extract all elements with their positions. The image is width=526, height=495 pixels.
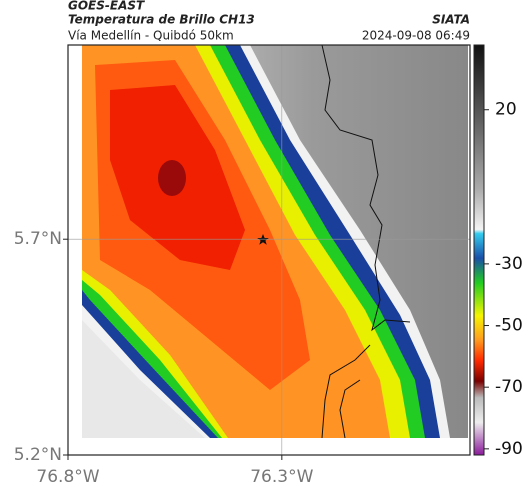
x-tick-label: 76.8°W	[36, 467, 99, 487]
datetime: 2024-09-08 06:49	[362, 29, 470, 43]
map-frame	[67, 44, 471, 456]
border	[339, 379, 361, 438]
colorbar-tick-label: -50	[495, 316, 523, 336]
x-tick-label: 76.3°W	[250, 467, 313, 487]
org: SIATA	[432, 13, 470, 27]
border	[321, 45, 411, 332]
y-tick-label: 5.2°N	[14, 445, 62, 465]
colorbar-tick-label: 20	[495, 100, 517, 120]
subtitle: Vía Medellín - Quibdó 50km	[68, 29, 234, 43]
border	[321, 344, 371, 438]
core	[158, 160, 186, 196]
colorbar	[473, 44, 485, 456]
colorbar-tick-label: -90	[495, 439, 523, 459]
colorbar-tick-label: -70	[495, 377, 523, 397]
source: GOES-EAST	[68, 0, 145, 13]
colorbar-tick-label: -30	[495, 254, 523, 274]
y-tick-label: 5.7°N	[14, 229, 62, 249]
title: Temperatura de Brillo CH13	[68, 13, 255, 27]
image	[82, 45, 468, 438]
